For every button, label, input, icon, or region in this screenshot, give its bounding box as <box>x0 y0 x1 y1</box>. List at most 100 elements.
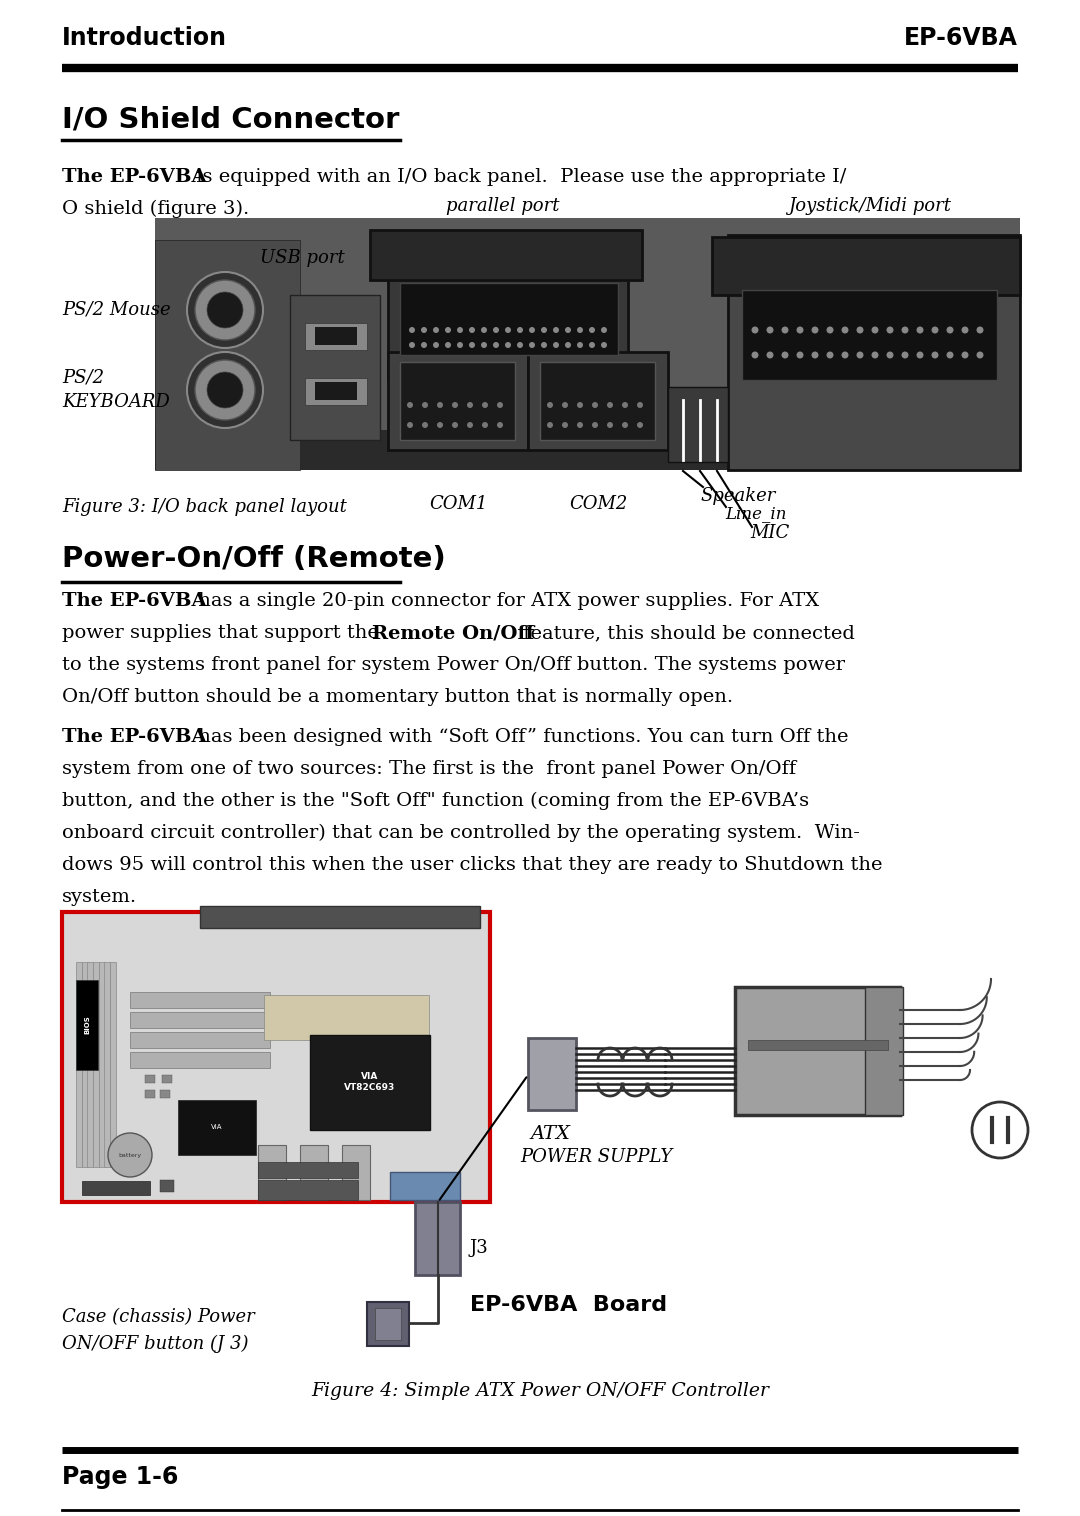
Text: has been designed with “Soft Off” functions. You can turn Off the: has been designed with “Soft Off” functi… <box>192 728 849 746</box>
Circle shape <box>976 326 984 334</box>
Bar <box>156 218 1020 470</box>
Circle shape <box>492 327 499 334</box>
Circle shape <box>421 327 427 334</box>
Bar <box>388 352 528 450</box>
Circle shape <box>782 326 788 334</box>
Circle shape <box>961 352 969 358</box>
Text: Joystick/Midi port: Joystick/Midi port <box>788 197 951 215</box>
Circle shape <box>445 343 451 349</box>
Bar <box>400 283 618 355</box>
Circle shape <box>856 326 864 334</box>
Circle shape <box>505 343 511 349</box>
Circle shape <box>505 327 511 334</box>
Bar <box>162 1075 172 1082</box>
Circle shape <box>422 402 428 408</box>
Circle shape <box>481 327 487 334</box>
Text: PS/2 Mouse: PS/2 Mouse <box>62 302 171 318</box>
Text: PS/2: PS/2 <box>62 368 104 387</box>
Circle shape <box>600 327 607 334</box>
Circle shape <box>767 326 773 334</box>
Text: feature, this should be connected: feature, this should be connected <box>517 625 855 641</box>
Text: ON/OFF button (J 3): ON/OFF button (J 3) <box>62 1336 248 1354</box>
Circle shape <box>902 326 908 334</box>
Bar <box>156 431 1020 470</box>
Circle shape <box>497 421 503 428</box>
Circle shape <box>946 326 954 334</box>
Bar <box>310 1035 430 1129</box>
Text: POWER SUPPLY: POWER SUPPLY <box>519 1148 672 1166</box>
Circle shape <box>482 402 488 408</box>
Circle shape <box>497 402 503 408</box>
Circle shape <box>453 421 458 428</box>
Circle shape <box>433 343 438 349</box>
Bar <box>82 1181 150 1195</box>
Bar <box>735 987 900 1114</box>
Circle shape <box>562 402 568 408</box>
Circle shape <box>195 280 255 340</box>
Circle shape <box>421 343 427 349</box>
Circle shape <box>752 352 758 358</box>
Circle shape <box>917 352 923 358</box>
Circle shape <box>841 352 849 358</box>
Circle shape <box>589 327 595 334</box>
Circle shape <box>856 352 864 358</box>
Circle shape <box>782 352 788 358</box>
Text: Introduction: Introduction <box>62 26 227 50</box>
Circle shape <box>872 326 878 334</box>
Text: onboard circuit controller) that can be controlled by the operating system.  Win: onboard circuit controller) that can be … <box>62 825 860 843</box>
Bar <box>156 240 300 470</box>
Bar <box>200 907 480 928</box>
Text: The EP-6VBA: The EP-6VBA <box>62 593 206 609</box>
Circle shape <box>887 326 893 334</box>
Text: Speaker: Speaker <box>700 487 775 505</box>
Text: J3: J3 <box>470 1239 489 1257</box>
Circle shape <box>195 359 255 420</box>
Bar <box>415 1202 460 1275</box>
Bar <box>145 1090 156 1098</box>
Bar <box>98 963 105 1167</box>
Text: The EP-6VBA: The EP-6VBA <box>62 728 206 746</box>
Text: is equipped with an I/O back panel.  Please use the appropriate I/: is equipped with an I/O back panel. Plea… <box>190 168 847 186</box>
Bar <box>315 382 357 400</box>
Circle shape <box>433 327 438 334</box>
Circle shape <box>972 1102 1028 1158</box>
Circle shape <box>409 343 415 349</box>
Circle shape <box>437 402 443 408</box>
Bar <box>300 1145 328 1201</box>
Bar <box>669 387 728 462</box>
Circle shape <box>553 327 559 334</box>
Circle shape <box>887 352 893 358</box>
Circle shape <box>917 326 923 334</box>
Circle shape <box>517 343 523 349</box>
Circle shape <box>407 402 413 408</box>
Circle shape <box>607 402 613 408</box>
Bar <box>264 994 429 1040</box>
Circle shape <box>457 327 463 334</box>
Bar <box>145 1075 156 1082</box>
Circle shape <box>811 352 819 358</box>
Circle shape <box>409 327 415 334</box>
Text: VIA
VT82C693: VIA VT82C693 <box>345 1072 395 1092</box>
Circle shape <box>565 343 571 349</box>
Bar <box>400 362 515 440</box>
Circle shape <box>811 326 819 334</box>
Text: parallel port: parallel port <box>446 197 559 215</box>
Text: The EP-6VBA: The EP-6VBA <box>62 168 206 186</box>
Circle shape <box>841 326 849 334</box>
Circle shape <box>946 352 954 358</box>
Bar <box>130 1032 270 1048</box>
Bar <box>130 1013 270 1028</box>
Circle shape <box>529 343 535 349</box>
Text: KEYBOARD: KEYBOARD <box>62 393 170 411</box>
Circle shape <box>407 421 413 428</box>
Circle shape <box>481 343 487 349</box>
Text: power supplies that support the: power supplies that support the <box>62 625 386 641</box>
Circle shape <box>207 293 243 327</box>
Bar <box>388 235 627 381</box>
Circle shape <box>469 343 475 349</box>
Circle shape <box>422 421 428 428</box>
Circle shape <box>577 343 583 349</box>
Bar <box>742 290 997 381</box>
Circle shape <box>637 402 643 408</box>
Circle shape <box>577 402 583 408</box>
